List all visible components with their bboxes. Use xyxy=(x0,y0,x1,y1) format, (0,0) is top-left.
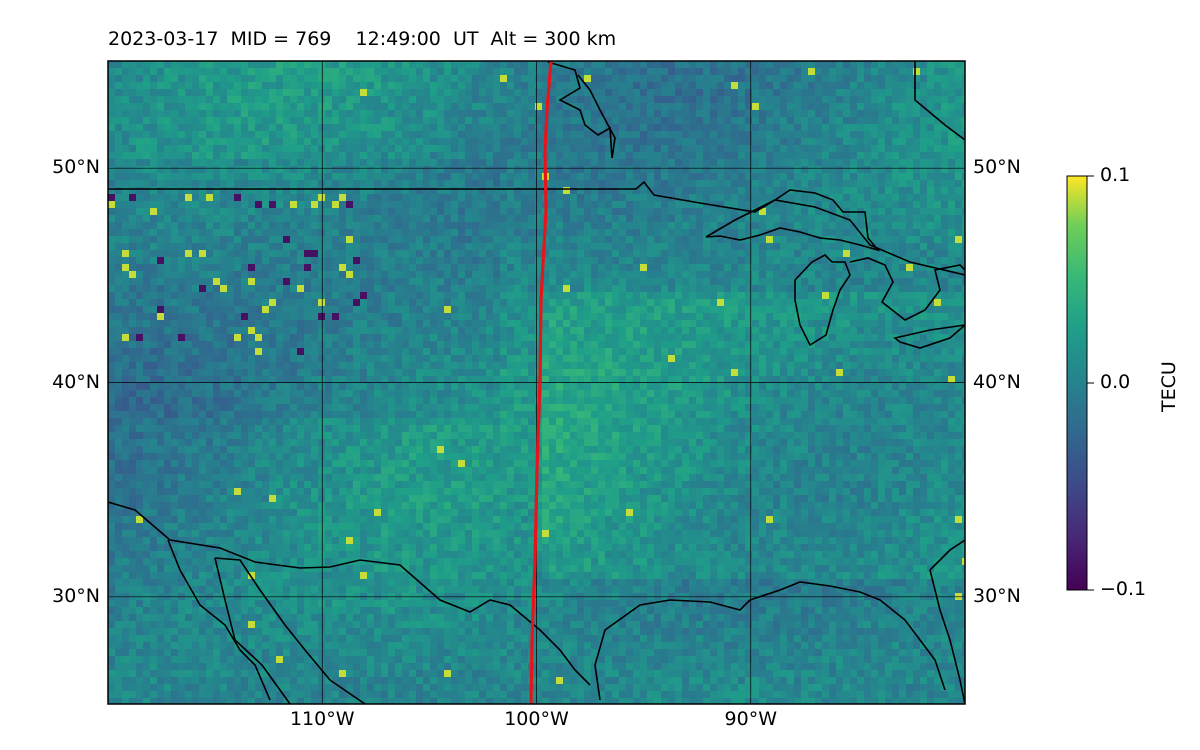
plot-frame xyxy=(107,60,966,705)
lake-erie xyxy=(893,324,965,349)
us-mexico-border xyxy=(108,501,591,686)
coastlines xyxy=(108,61,965,704)
colorbar-ticks xyxy=(1087,175,1094,591)
lat-tick-label-left: 30°N xyxy=(52,584,100,607)
gulf-coast xyxy=(594,581,946,701)
gridlines xyxy=(108,61,965,704)
lat-tick-label-right: 40°N xyxy=(973,370,1021,393)
colorbar-tick-label: 0.1 xyxy=(1100,164,1131,186)
lon-tick-label: 90°W xyxy=(724,708,777,730)
lat-tick-label-left: 50°N xyxy=(52,156,100,179)
lat-tick-label-left: 40°N xyxy=(52,370,100,393)
map-title: 2023-03-17 MID = 769 12:49:00 UT Alt = 3… xyxy=(108,28,617,50)
colorbar-title: TECU xyxy=(1158,361,1180,412)
satellite-track xyxy=(529,61,553,704)
michigan-peninsula xyxy=(849,257,965,321)
colorbar-tick-label: 0.0 xyxy=(1100,371,1131,393)
lon-tick-label: 110°W xyxy=(289,708,355,730)
hudson-bay-coast xyxy=(547,61,616,159)
baja-california xyxy=(167,539,271,701)
lake-superior xyxy=(705,189,881,252)
tec-raster xyxy=(108,61,965,704)
colorbar-tick-label: −0.1 xyxy=(1100,578,1147,600)
lat-tick-label-right: 50°N xyxy=(973,156,1021,179)
lat-tick-label-right: 30°N xyxy=(973,584,1021,607)
lake-michigan xyxy=(794,254,851,347)
colorbar xyxy=(1066,175,1088,591)
florida-coast xyxy=(929,539,965,571)
lon-tick-label: 100°W xyxy=(504,708,569,730)
